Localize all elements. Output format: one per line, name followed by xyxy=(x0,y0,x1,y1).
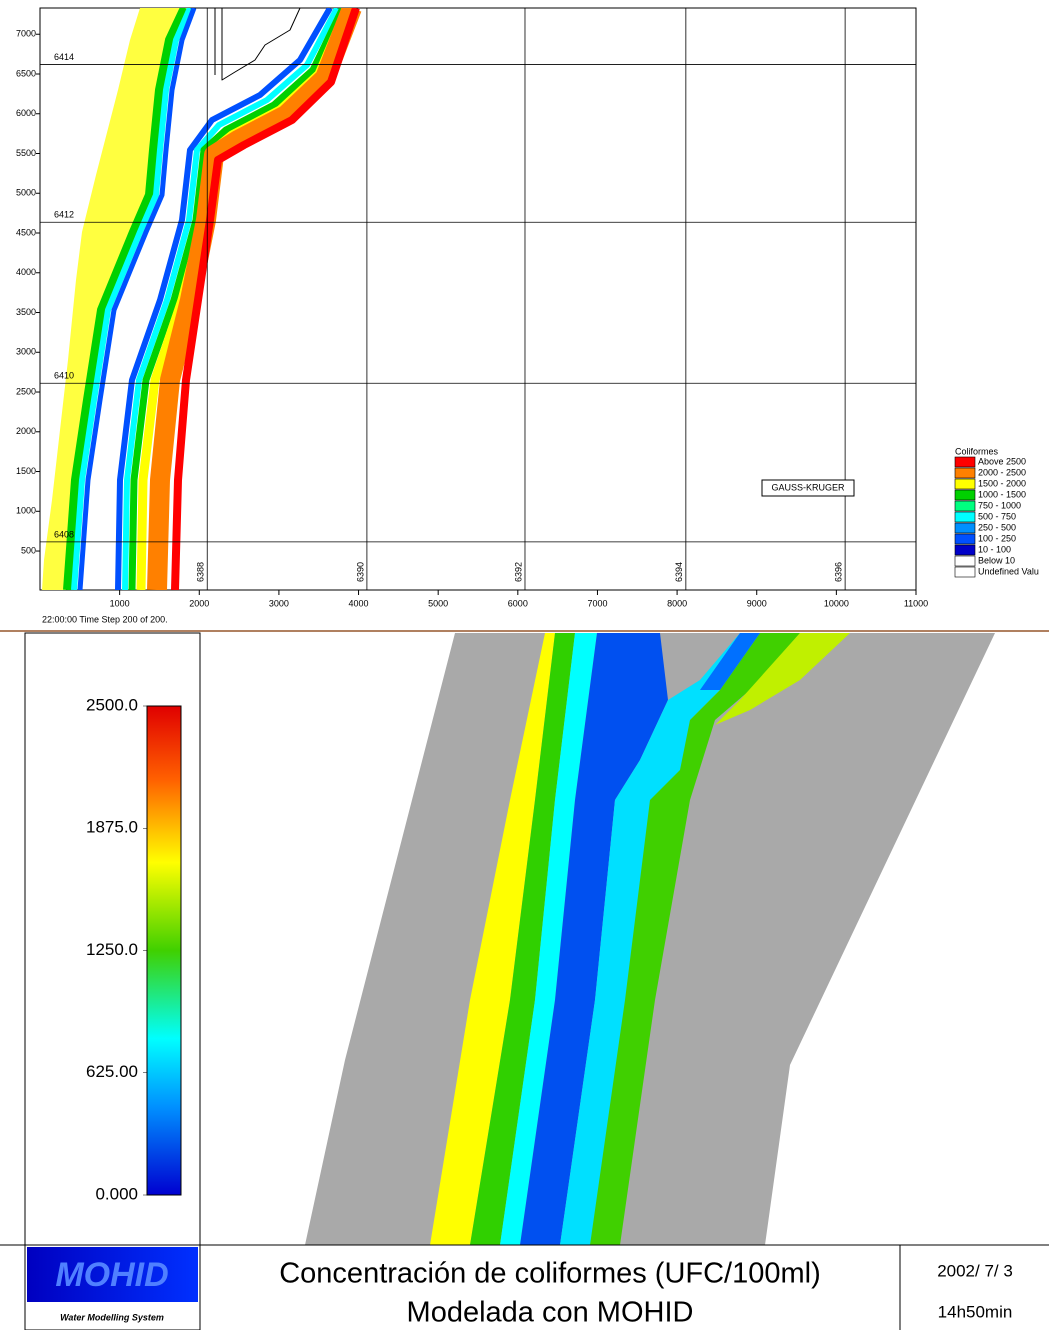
legend-swatch xyxy=(954,478,976,490)
legend-label: Below 10 xyxy=(978,555,1015,565)
gk-label: 6396 xyxy=(833,562,843,582)
legend-label: 250 - 500 xyxy=(978,522,1016,532)
legend-label: 750 - 1000 xyxy=(978,500,1021,510)
x-tick-label: 7000 xyxy=(587,598,607,608)
legend-swatch xyxy=(954,566,976,578)
y-tick-label: 5000 xyxy=(16,188,36,198)
x-tick-label: 6000 xyxy=(508,598,528,608)
legend-swatch xyxy=(954,555,976,567)
legend-label: Above 2500 xyxy=(978,456,1026,466)
gk-label: 6412 xyxy=(54,210,74,220)
legend-label: 1500 - 2000 xyxy=(978,478,1026,488)
legend-swatch xyxy=(954,489,976,501)
gauss-kruger-grid: 6414 6412 6410 6408 6388 6390 6392 6394 6396 xyxy=(40,8,916,590)
y-tick-label: 7000 xyxy=(16,29,36,39)
gk-label: 6390 xyxy=(355,562,365,582)
axes: 1000 2000 3000 4000 5000 6000 7000 8000 9000 1000… xyxy=(16,29,928,609)
y-tick-label: 4500 xyxy=(16,227,36,237)
projection-box xyxy=(761,479,855,497)
legend-swatch xyxy=(954,500,976,512)
y-tick-label: 4000 xyxy=(16,267,36,277)
logo: MOHID xyxy=(55,1256,168,1294)
title-line1: Concentración de coliformes (UFC/100ml) xyxy=(279,1258,821,1290)
projection-label: GAUSS-KRUGER xyxy=(771,482,845,492)
y-tick-label: 6000 xyxy=(16,108,36,118)
legend-label: 2000 - 2500 xyxy=(978,467,1026,477)
colorbar-label: 0.000 xyxy=(95,1184,138,1203)
logo-banner xyxy=(27,1247,198,1302)
gk-label: 6408 xyxy=(54,529,74,539)
gk-label: 6388 xyxy=(196,562,206,582)
gk-label: 6410 xyxy=(54,371,74,381)
y-tick-label: 6500 xyxy=(16,68,36,78)
legend-swatch xyxy=(954,533,976,545)
gk-label: 6392 xyxy=(513,562,523,582)
y-tick-label: 1000 xyxy=(16,506,36,516)
x-tick-label: 9000 xyxy=(747,598,767,608)
y-tick-label: 3000 xyxy=(16,347,36,357)
logo-subtitle: Water Modelling System xyxy=(60,1312,164,1322)
legend-swatch xyxy=(954,522,976,534)
x-tick-label: 11000 xyxy=(904,598,928,608)
gk-label: 6414 xyxy=(54,52,74,62)
colorbar-label: 625.00 xyxy=(86,1062,138,1081)
colorbar-label: 1875.0 xyxy=(86,818,138,837)
time-label: 22:00:00 Time Step 200 of 200. xyxy=(42,614,168,624)
x-tick-label: 1000 xyxy=(110,598,130,608)
x-tick-label: 10000 xyxy=(824,598,849,608)
legend-swatch xyxy=(954,544,976,556)
y-tick-label: 2000 xyxy=(16,426,36,436)
x-tick-label: 8000 xyxy=(667,598,687,608)
legend-label: 500 - 750 xyxy=(978,511,1016,521)
colorbar-label: 1250.0 xyxy=(86,940,138,959)
colorbar-labels: 2500.0 1875.0 1250.0 625.00 0.000 xyxy=(86,695,147,1203)
time: 14h50min xyxy=(938,1302,1013,1321)
x-tick-label: 5000 xyxy=(428,598,448,608)
legend-label: Undefined Valu xyxy=(978,566,1039,576)
plume-bottom xyxy=(430,633,850,1245)
legend-label: 10 - 100 xyxy=(978,544,1011,554)
legend-swatch xyxy=(954,467,976,479)
y-tick-label: 500 xyxy=(21,545,36,555)
colorbar-label: 2500.0 xyxy=(86,695,138,714)
legend-title: Coliformes xyxy=(955,446,999,456)
x-tick-label: 2000 xyxy=(189,598,209,608)
legend-label: 1000 - 1500 xyxy=(978,489,1026,499)
y-tick-label: 1500 xyxy=(16,466,36,476)
title-line2: Modelada con MOHID xyxy=(407,1297,694,1329)
y-tick-label: 3500 xyxy=(16,307,36,317)
date: 2002/ 7/ 3 xyxy=(937,1261,1013,1280)
legend-swatch xyxy=(954,456,976,468)
legend-swatch xyxy=(954,511,976,523)
x-tick-label: 3000 xyxy=(269,598,289,608)
y-tick-label: 5500 xyxy=(16,148,36,158)
colorbar xyxy=(146,705,182,1196)
x-tick-label: 4000 xyxy=(349,598,369,608)
gk-label: 6394 xyxy=(674,562,684,582)
legend-label: 100 - 250 xyxy=(978,533,1016,543)
y-tick-label: 2500 xyxy=(16,386,36,396)
